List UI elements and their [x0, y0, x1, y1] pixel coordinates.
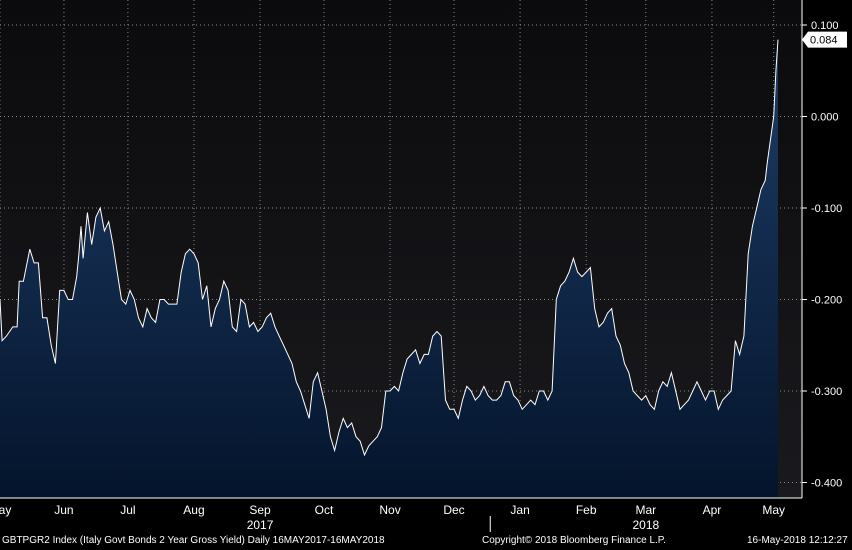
- footer-index-description: GBTPGR2 Index (Italy Govt Bonds 2 Year G…: [2, 535, 385, 546]
- y-tick-label: -0.400: [811, 478, 842, 490]
- y-tick-label: -0.200: [811, 295, 842, 307]
- footer: GBTPGR2 Index (Italy Govt Bonds 2 Year G…: [0, 532, 852, 550]
- x-tick-label: May: [0, 503, 11, 517]
- y-tick-label: -0.300: [811, 386, 842, 398]
- y-axis: 0.100 0.000 -0.100 -0.200 -0.300 -0.400: [801, 0, 842, 498]
- last-value-marker: 0.084: [802, 31, 847, 48]
- footer-copyright: Copyright© 2018 Bloomberg Finance L.P.: [482, 535, 666, 546]
- x-axis: May Jun Jul Aug Sep Oct Nov Dec Jan Feb Mar Apr May 2…: [0, 497, 802, 532]
- x-tick-label: Apr: [703, 503, 722, 517]
- series-area: [0, 39, 778, 498]
- last-value-tag: [802, 31, 847, 48]
- x-tick-label: Feb: [576, 503, 597, 517]
- x-tick-label: Jan: [510, 503, 529, 517]
- footer-timestamp: 16-May-2018 12:12:27: [747, 535, 848, 546]
- series-line: [0, 39, 779, 457]
- x-tick-label: Dec: [443, 503, 464, 517]
- chart-svg: 0.100 0.000 -0.100 -0.200 -0.300 -0.400 May Ju…: [0, 0, 847, 532]
- x-tick-label: May: [762, 503, 785, 517]
- x-tick-label: Mar: [636, 503, 657, 517]
- y-tick-label: -0.100: [811, 203, 842, 215]
- last-value-label: 0.084: [810, 35, 838, 47]
- y-tick-label: 0.100: [811, 20, 839, 32]
- x-tick-label: Jul: [120, 503, 135, 517]
- x-tick-label: Oct: [315, 503, 334, 517]
- x-tick-label: Nov: [379, 503, 400, 517]
- x-tick-label: Sep: [249, 503, 271, 517]
- x-year-label: 2018: [632, 518, 659, 532]
- y-tick-label: 0.000: [811, 112, 839, 124]
- x-year-label: 2017: [247, 518, 274, 532]
- x-tick-label: Jun: [54, 503, 73, 517]
- x-tick-label: Aug: [183, 503, 204, 517]
